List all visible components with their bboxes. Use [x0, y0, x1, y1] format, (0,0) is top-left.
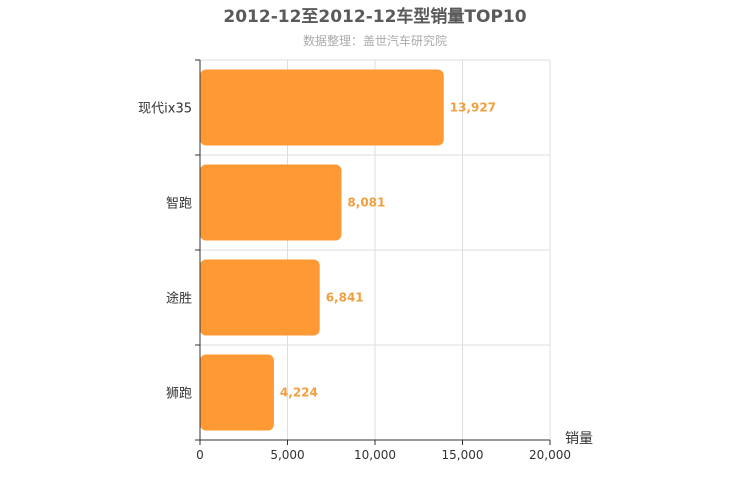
category-label: 现代ix35 [138, 102, 192, 117]
x-axis-name: 销量 [565, 431, 593, 447]
x-tick-label: 15,000 [442, 448, 484, 462]
data-label: 4,224 [280, 386, 318, 400]
labels: 13,927 现代ix35 8,081 智跑 6,841 途胜 4,224 狮跑 0 5,000 1… [138, 101, 571, 463]
chart-title: 2012-12至2012-12车型销量TOP10 [223, 6, 526, 27]
data-label: 8,081 [347, 196, 385, 210]
x-tick-label: 10,000 [354, 448, 396, 462]
data-label: 13,927 [450, 101, 496, 115]
category-label: 智跑 [166, 197, 192, 212]
bar [200, 354, 274, 431]
bar [200, 259, 320, 336]
x-tick-label: 0 [196, 448, 204, 462]
axes [195, 59, 551, 445]
data-label: 6,841 [326, 291, 364, 305]
x-tick-label: 5,000 [270, 448, 304, 462]
chart-subtitle: 数据整理：盖世汽车研究院 [303, 33, 447, 48]
x-tick-label: 20,000 [529, 448, 571, 462]
bars [200, 69, 444, 431]
category-label: 途胜 [166, 291, 192, 307]
category-label: 狮跑 [166, 387, 192, 402]
bar [200, 69, 444, 146]
bar [200, 164, 342, 241]
